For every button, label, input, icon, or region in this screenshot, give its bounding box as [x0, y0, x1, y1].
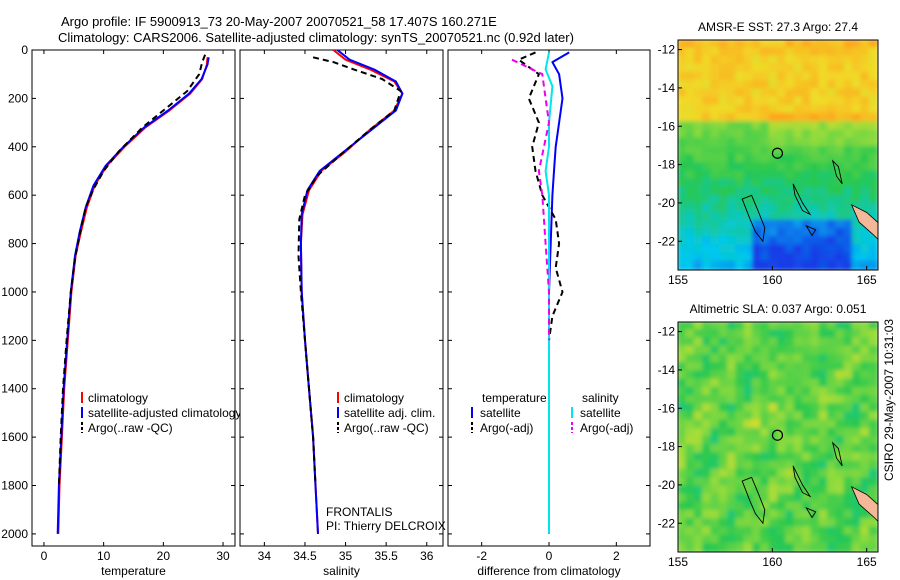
- timestamp-side-label: CSIRO 29-May-2007 10:31:03: [882, 318, 896, 482]
- altimetric-sla-map-xtick-label: 155: [668, 555, 688, 569]
- difference-xtick-label: 2: [613, 549, 620, 563]
- temperature-xlabel: temperature: [101, 564, 166, 578]
- salinity-xtick-label: 35: [339, 549, 353, 563]
- temperature-axes-frame: [31, 49, 236, 547]
- altimetric-sla-map-ytick-label: -14: [658, 363, 676, 377]
- temperature-ytick-label: 600: [8, 188, 28, 202]
- temperature-xtick-label: 0: [41, 549, 48, 563]
- salinity-annotation: PI: Thierry DELCROIX: [326, 519, 446, 533]
- salinity-xtick-label: 34: [258, 549, 272, 563]
- temperature-ytick-label: 800: [8, 237, 28, 251]
- amsr-sst-map-coastline: [831, 159, 843, 185]
- amsr-sst-map-ytick-label: -22: [658, 234, 676, 248]
- temperature-ytick-label: 1200: [1, 333, 28, 347]
- amsr-sst-map-ytick-label: -18: [658, 158, 676, 172]
- amsr-sst-map-title: AMSR-E SST: 27.3 Argo: 27.4: [698, 20, 858, 34]
- altimetric-sla-map-land: [850, 485, 878, 522]
- altimetric-sla-map-ytick-label: -16: [658, 401, 676, 415]
- temperature-ytick-label: 1400: [1, 382, 28, 396]
- altimetric-sla-map-ytick-label: -18: [658, 440, 676, 454]
- temperature-legend-label: satellite-adjusted climatology: [88, 406, 241, 420]
- difference-xtick-label: -2: [476, 549, 487, 563]
- amsr-sst-map-argo-location-marker: [771, 147, 784, 159]
- amsr-sst-map-frame: [677, 39, 879, 271]
- difference-legend-label: Argo(-adj): [480, 421, 533, 435]
- amsr-sst-map-xtick-label: 155: [668, 273, 688, 287]
- figure-title-line1: Argo profile: IF 5900913_73 20-May-2007 …: [61, 14, 497, 29]
- altimetric-sla-map-xtick-label: 165: [857, 555, 877, 569]
- amsr-sst-map-ytick-label: -12: [658, 43, 676, 57]
- difference-legend-group-title: salinity: [582, 391, 619, 405]
- altimetric-sla-map-coastline: [805, 506, 817, 519]
- altimetric-sla-map-ytick-label: -20: [658, 478, 676, 492]
- altimetric-sla-map-ytick-label: -22: [658, 516, 676, 530]
- salinity-series-argo-raw-qc-: [297, 56, 402, 486]
- altimetric-sla-map-argo-location-marker: [771, 429, 784, 441]
- altimetric-sla-map-frame: [677, 321, 879, 553]
- temperature-ytick-label: 200: [8, 91, 28, 105]
- amsr-sst-map-ytick-label: -14: [658, 81, 676, 95]
- amsr-sst-map-coastline: [792, 183, 812, 216]
- altimetric-sla-map-color-field: [678, 322, 878, 552]
- temperature-xtick-label: 20: [157, 549, 171, 563]
- amsr-sst-map-coastline: [741, 194, 766, 243]
- temperature-legend-label: Argo(..raw -QC): [88, 421, 173, 435]
- difference-series-salinity-argo-adj-: [511, 58, 550, 341]
- temperature-ytick-label: 0: [21, 43, 28, 57]
- amsr-sst-map-coastline: [805, 224, 817, 237]
- salinity-panel: 34 34.5 35 35.5 36 salinity climatologysatelli…: [239, 49, 446, 578]
- altimetric-sla-map-coastline: [741, 476, 766, 525]
- altimetric-sla-map-coastline: [831, 441, 843, 467]
- figure-title-line2: Climatology: CARS2006. Satellite-adjuste…: [58, 30, 574, 45]
- difference-legend-label: satellite: [580, 406, 621, 420]
- amsr-sst-map-xtick-label: 165: [857, 273, 877, 287]
- amsr-sst-map-xtick-label: 160: [762, 273, 782, 287]
- temperature-panel: 0 10 20 30 0 200 400 600 800 1000 1200 1400 1600 1800…: [1, 43, 241, 578]
- difference-xtick-label: 0: [546, 549, 553, 563]
- salinity-xtick-label: 35.5: [374, 549, 398, 563]
- altimetric-sla-map-title: Altimetric SLA: 0.037 Argo: 0.051: [690, 302, 867, 316]
- amsr-sst-map-land: [850, 203, 878, 240]
- temperature-ytick-label: 1600: [1, 430, 28, 444]
- temperature-series-satellite-adjusted-climatology: [56, 57, 210, 534]
- salinity-xtick-label: 36: [420, 549, 434, 563]
- difference-xlabel: difference from climatology: [477, 564, 620, 578]
- temperature-ytick-label: 400: [8, 140, 28, 154]
- difference-legend-label: Argo(-adj): [580, 421, 633, 435]
- difference-legend-group-title: temperature: [482, 391, 547, 405]
- temperature-legend-label: climatology: [88, 391, 148, 405]
- altimetric-sla-map-xtick-label: 160: [762, 555, 782, 569]
- temperature-xtick-label: 30: [216, 549, 230, 563]
- altimetric-sla-map-coastline: [792, 465, 812, 498]
- salinity-axes-frame: [239, 49, 444, 547]
- altimetric-sla-map-panel: Altimetric SLA: 0.037 Argo: 0.051 155 160 1…: [658, 302, 879, 569]
- difference-series-salinity-satellite: [544, 52, 554, 534]
- salinity-legend-label: Argo(..raw -QC): [344, 421, 429, 435]
- amsr-sst-map-ytick-label: -16: [658, 119, 676, 133]
- temperature-xtick-label: 10: [97, 549, 111, 563]
- amsr-sst-map-color-field: [678, 40, 878, 270]
- temperature-ytick-label: 1800: [1, 479, 28, 493]
- amsr-sst-map-panel: AMSR-E SST: 27.3 Argo: 27.4 155 160 165 -12 -…: [658, 20, 879, 287]
- salinity-annotation: FRONTALIS: [326, 505, 392, 519]
- altimetric-sla-map-ytick-label: -12: [658, 325, 676, 339]
- difference-series-temperature-satellite: [548, 51, 570, 534]
- salinity-legend-label: satellite adj. clim.: [344, 406, 435, 420]
- temperature-ytick-label: 1000: [1, 285, 28, 299]
- temperature-series-argo-raw-qc-: [57, 54, 207, 486]
- salinity-legend-label: climatology: [344, 391, 404, 405]
- amsr-sst-map-ytick-label: -20: [658, 196, 676, 210]
- difference-legend-label: satellite: [480, 406, 521, 420]
- salinity-xtick-label: 34.5: [293, 549, 317, 563]
- temperature-ytick-label: 2000: [1, 527, 28, 541]
- salinity-xlabel: salinity: [323, 564, 360, 578]
